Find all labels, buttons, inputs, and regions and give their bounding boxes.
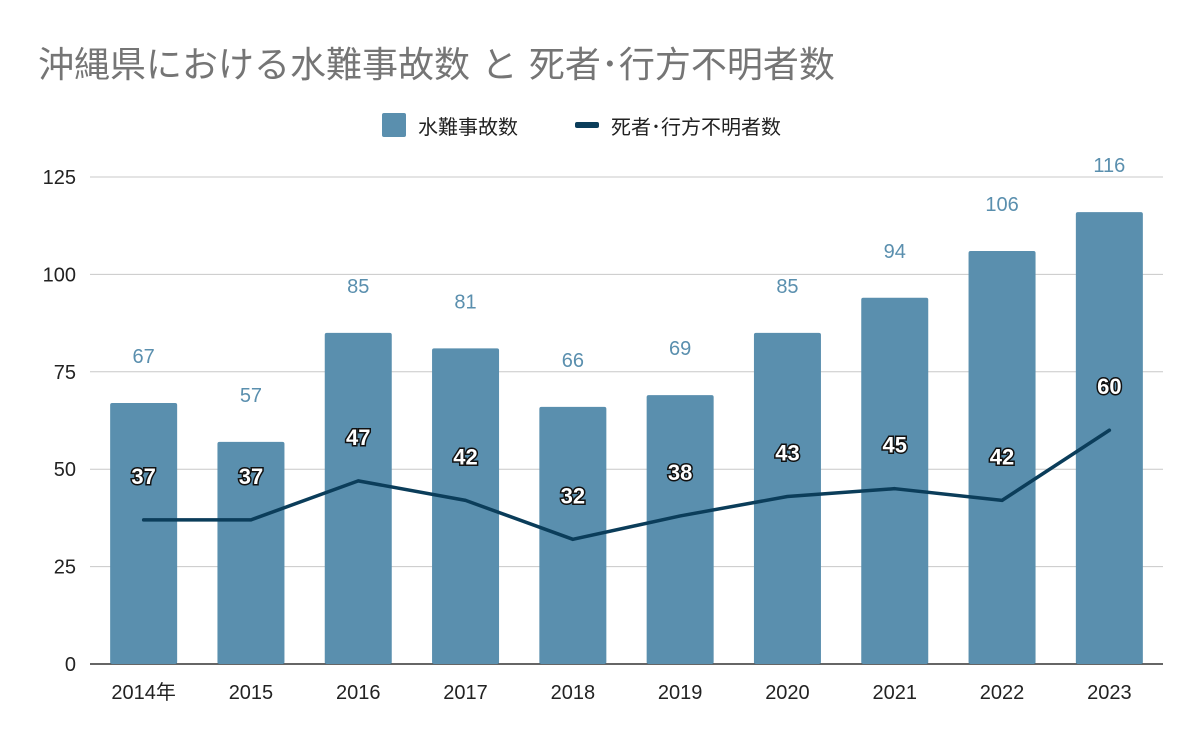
bar-data-label: 57 — [240, 385, 262, 407]
x-tick-label: 2018 — [551, 682, 596, 704]
chart-title: 沖縄県における水難事故数 と 死者･行方不明者数 — [38, 45, 835, 86]
x-tick-label: 2021 — [873, 682, 918, 704]
bar-data-label: 85 — [347, 276, 369, 298]
y-tick-label: 125 — [43, 167, 76, 189]
line-data-label: 47 — [346, 425, 370, 450]
line-data-label: 37 — [131, 464, 155, 489]
bar — [968, 251, 1036, 665]
legend: 水難事故数 死者･行方不明者数 — [0, 110, 1200, 140]
x-tick-label: 2022 — [980, 682, 1025, 704]
y-tick-label: 25 — [54, 557, 76, 579]
line-point — [249, 518, 253, 522]
line-point — [142, 518, 146, 522]
line-point — [464, 498, 468, 502]
bar — [324, 332, 392, 664]
line-point — [571, 537, 575, 541]
line-point — [1000, 498, 1004, 502]
legend-label-line-series: 死者･行方不明者数 — [611, 114, 781, 139]
bar — [646, 395, 714, 664]
x-tick-label: 2017 — [443, 682, 488, 704]
line-point — [1107, 428, 1111, 432]
legend-label-bar-series: 水難事故数 — [418, 114, 518, 139]
bar — [110, 402, 178, 664]
bar-data-label: 81 — [454, 291, 476, 313]
y-tick-label: 0 — [65, 654, 76, 676]
bar — [1075, 212, 1143, 664]
line-data-label: 60 — [1097, 374, 1121, 399]
legend-item-line-series: 死者･行方不明者数 — [575, 110, 781, 140]
bar-data-label: 106 — [985, 194, 1018, 216]
y-tick-label: 100 — [43, 264, 76, 286]
line-point — [678, 514, 682, 518]
bar — [432, 348, 500, 664]
line-data-label: 32 — [561, 483, 585, 508]
line-data-label: 42 — [453, 444, 477, 469]
line-point — [785, 494, 789, 498]
x-tick-label: 2019 — [658, 682, 703, 704]
line-data-label: 37 — [239, 464, 263, 489]
bar — [861, 297, 929, 664]
y-tick-label: 50 — [54, 459, 76, 481]
bar-data-label: 94 — [884, 241, 906, 263]
line-series — [141, 428, 1112, 542]
bar — [217, 441, 285, 664]
legend-swatch-bar — [382, 113, 406, 137]
bar-data-label: 85 — [776, 276, 798, 298]
x-tick-label: 2020 — [765, 682, 810, 704]
bar — [753, 332, 821, 664]
bar-data-label: 69 — [669, 338, 691, 360]
x-tick-label: 2014年 — [111, 681, 176, 704]
x-tick-label: 2016 — [336, 682, 381, 704]
line-data-label: 38 — [668, 460, 692, 485]
line-data-label: 45 — [883, 433, 907, 458]
legend-item-bar-series: 水難事故数 — [382, 110, 518, 140]
line-data-label: 43 — [775, 440, 799, 465]
legend-swatch-line — [575, 122, 599, 128]
bar — [539, 406, 607, 664]
x-tick-label: 2015 — [229, 682, 274, 704]
y-tick-label: 75 — [54, 362, 76, 384]
bar-data-label: 66 — [562, 350, 584, 372]
line-data-label: 42 — [990, 444, 1014, 469]
bar-data-label: 116 — [1093, 155, 1125, 177]
line-point — [893, 487, 897, 491]
x-tick-label: 2023 — [1087, 682, 1132, 704]
line-point — [356, 479, 360, 483]
bar-data-label: 67 — [133, 346, 155, 368]
